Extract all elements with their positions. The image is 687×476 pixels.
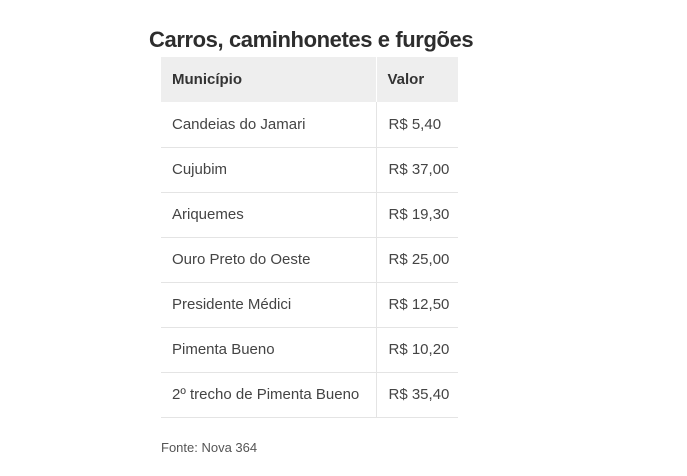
header-valor: Valor xyxy=(375,57,458,102)
table-body: Candeias do Jamari R$ 5,40 Cujubim R$ 37… xyxy=(161,102,458,418)
table-row: Presidente Médici R$ 12,50 xyxy=(161,282,458,328)
valor-cell: R$ 5,40 xyxy=(375,102,458,148)
table-header: Município Valor xyxy=(161,57,458,102)
toll-values-table: Município Valor Candeias do Jamari R$ 5,… xyxy=(161,57,458,418)
source-note: Fonte: Nova 364 xyxy=(161,440,258,455)
valor-cell: R$ 12,50 xyxy=(375,282,458,328)
valor-cell: R$ 37,00 xyxy=(375,147,458,193)
table-row: Cujubim R$ 37,00 xyxy=(161,147,458,193)
valor-cell: R$ 25,00 xyxy=(375,237,458,283)
header-row: Município Valor xyxy=(161,57,458,102)
table-row: Pimenta Bueno R$ 10,20 xyxy=(161,327,458,373)
valor-cell: R$ 10,20 xyxy=(375,327,458,373)
table-row: Ariquemes R$ 19,30 xyxy=(161,192,458,238)
municipio-cell: Cujubim xyxy=(161,147,376,193)
municipio-cell: Ariquemes xyxy=(161,192,376,238)
header-municipio: Município xyxy=(161,57,376,102)
table-row: Ouro Preto do Oeste R$ 25,00 xyxy=(161,237,458,283)
valor-cell: R$ 35,40 xyxy=(375,372,458,418)
municipio-cell: Pimenta Bueno xyxy=(161,327,376,373)
table-title: Carros, caminhonetes e furgões xyxy=(149,27,474,52)
municipio-cell: 2º trecho de Pimenta Bueno xyxy=(161,372,376,418)
valor-cell: R$ 19,30 xyxy=(375,192,458,238)
municipio-cell: Presidente Médici xyxy=(161,282,376,328)
table-row: 2º trecho de Pimenta Bueno R$ 35,40 xyxy=(161,372,458,418)
table-row: Candeias do Jamari R$ 5,40 xyxy=(161,102,458,148)
municipio-cell: Ouro Preto do Oeste xyxy=(161,237,376,283)
municipio-cell: Candeias do Jamari xyxy=(161,102,376,148)
